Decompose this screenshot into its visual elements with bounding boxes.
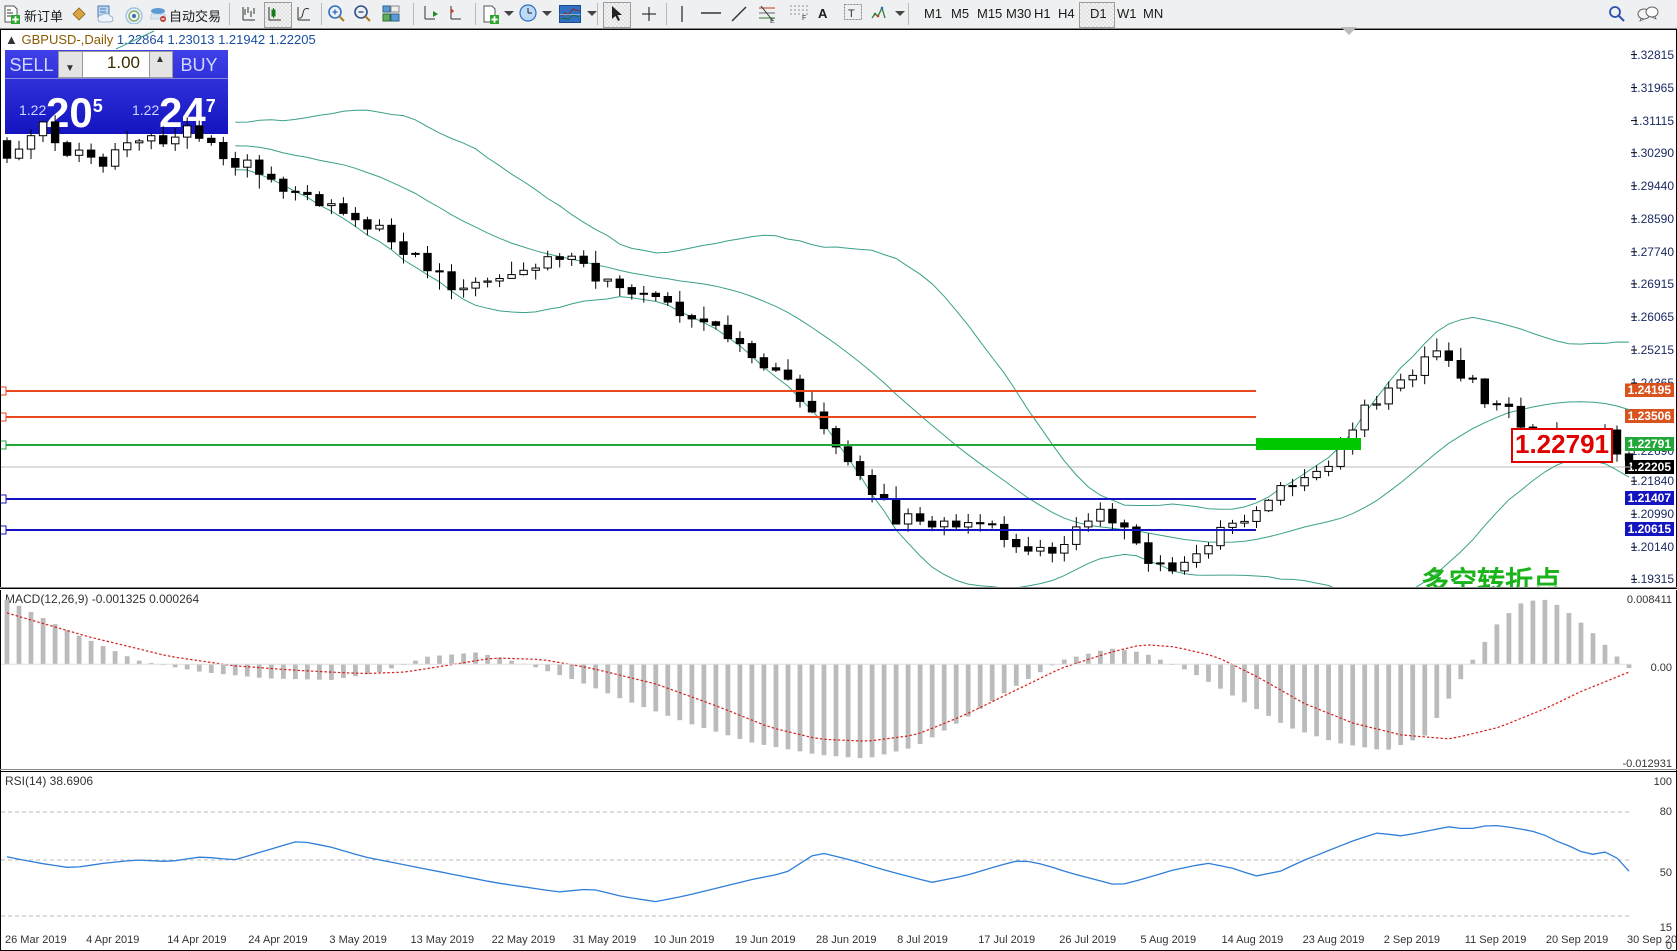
svg-text:F: F (802, 15, 806, 21)
svg-text:E: E (770, 18, 775, 24)
svg-text:T: T (848, 8, 855, 20)
